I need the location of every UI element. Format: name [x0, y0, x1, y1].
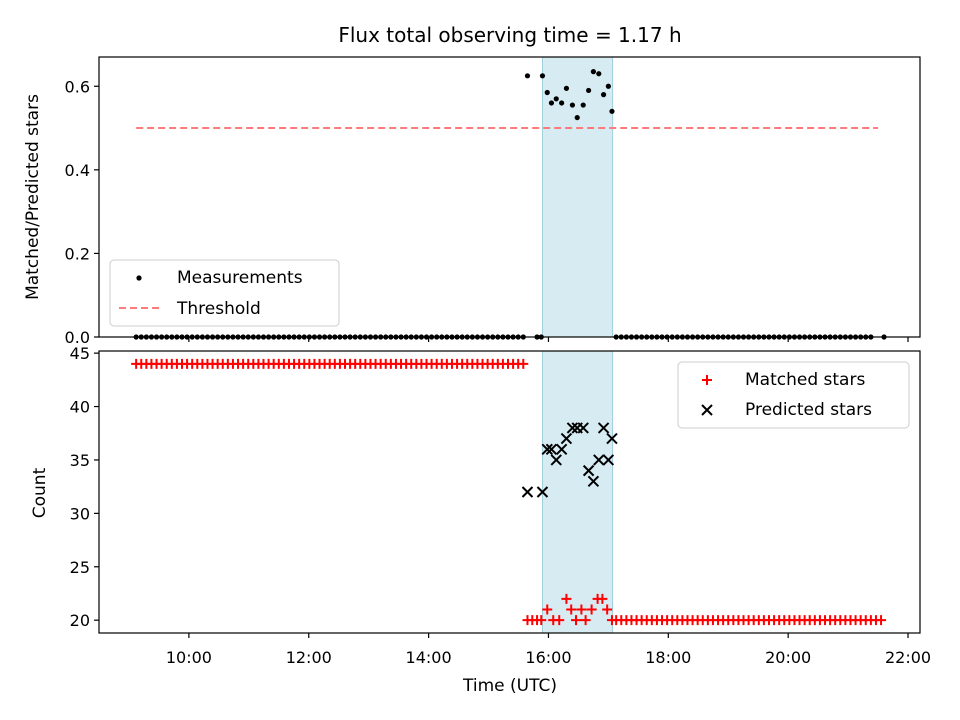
measurement-point — [574, 114, 580, 121]
measurement-point — [590, 69, 596, 75]
predicted-star-point — [521, 486, 534, 498]
matched-star-point — [602, 604, 613, 615]
y-tick-label: 0.2 — [65, 244, 90, 263]
matched-star-point — [561, 593, 572, 604]
y-tick-label: 0.0 — [65, 328, 90, 347]
matched-star-point — [518, 358, 529, 369]
measurement-point — [524, 73, 531, 79]
matched-star-point — [606, 615, 617, 626]
legend-measurements-label: Measurements — [177, 268, 303, 288]
measurement-point — [569, 102, 576, 108]
matched-star-point — [876, 615, 887, 626]
matched-star-point — [586, 604, 597, 615]
measurement-point — [586, 87, 592, 94]
legend-predicted-label: Predicted stars — [745, 400, 872, 420]
measurement-point — [553, 96, 559, 102]
x-axis-label: Time (UTC) — [462, 676, 557, 696]
predicted-star-point — [587, 475, 600, 488]
measurement-point — [605, 83, 611, 89]
plot-frame — [98, 350, 921, 634]
predicted-star-point — [577, 422, 589, 434]
measurement-point — [548, 100, 555, 106]
legend-top: Measurements Threshold — [109, 259, 340, 327]
x-tick-label: 16:00 — [525, 648, 571, 667]
matched-star-point — [554, 615, 565, 626]
legend-matched-label: Matched stars — [745, 370, 865, 390]
legend-bottom: Matched stars Predicted stars — [677, 361, 910, 429]
predicted-star-point — [545, 443, 558, 455]
predicted-star-point — [555, 443, 568, 455]
predicted-star-point — [606, 432, 618, 445]
predicted-star-point — [560, 432, 573, 445]
x-tick-label: 18:00 — [645, 648, 691, 667]
measurement-point — [596, 71, 602, 77]
x-tick-label: 20:00 — [765, 648, 811, 667]
predicted-star-point — [582, 464, 595, 477]
matched-star-point — [566, 604, 577, 615]
y-tick-label: 40 — [70, 398, 90, 417]
y-tick-label: 0.6 — [65, 77, 90, 96]
chart-title: Flux total observing time = 1.17 h — [338, 23, 681, 47]
matched-star-point — [571, 615, 582, 626]
plot-frame — [98, 56, 921, 338]
matched-star-point — [536, 615, 547, 626]
predicted-star-point — [593, 454, 605, 466]
bottom-panel: 20 25 30 35 40 45 10:00 12:00 14:00 16:00 18:00 20:… — [70, 344, 931, 667]
measurement-point — [600, 92, 607, 98]
measurement-point — [559, 100, 565, 106]
predicted-star-point — [566, 422, 579, 434]
top-y-axis-label: Matched/Predicted stars — [23, 94, 43, 300]
y-tick-label: 30 — [70, 504, 90, 523]
y-tick-label: 45 — [70, 344, 90, 363]
predicted-star-point — [541, 443, 553, 455]
bottom-y-axis-label: Count — [30, 467, 50, 518]
matched-star-point — [597, 593, 608, 604]
predicted-star-point — [536, 486, 549, 498]
highlight-span — [541, 56, 614, 338]
x-tick-label: 22:00 — [885, 648, 931, 667]
legend-box — [109, 259, 340, 327]
matched-star-point — [542, 604, 553, 615]
top-panel: 0.0 0.2 0.4 0.6 Measurements Threshold — [65, 56, 921, 347]
measurement-point — [544, 89, 550, 96]
x-tick-label: 14:00 — [406, 648, 452, 667]
x-tick-label: 12:00 — [286, 648, 332, 667]
legend-predicted-icon — [701, 404, 713, 416]
highlight-span — [541, 350, 614, 634]
measurement-point — [580, 102, 586, 108]
y-tick-label: 35 — [70, 451, 90, 470]
predicted-star-point — [550, 454, 562, 466]
measurement-point — [563, 85, 570, 91]
y-tick-label: 0.4 — [65, 161, 90, 180]
measurement-point — [539, 73, 546, 79]
predicted-star-point — [597, 422, 610, 434]
legend-measurements-icon — [136, 275, 142, 281]
y-tick-label: 25 — [70, 558, 90, 577]
measurement-point — [609, 108, 615, 114]
legend-box — [677, 361, 910, 429]
x-tick-label: 10:00 — [166, 648, 212, 667]
legend-matched-icon — [702, 375, 712, 385]
predicted-star-point — [602, 454, 615, 466]
matched-star-point — [576, 604, 587, 615]
matched-star-point — [580, 615, 591, 626]
y-tick-label: 20 — [70, 611, 90, 630]
legend-threshold-label: Threshold — [176, 299, 261, 319]
